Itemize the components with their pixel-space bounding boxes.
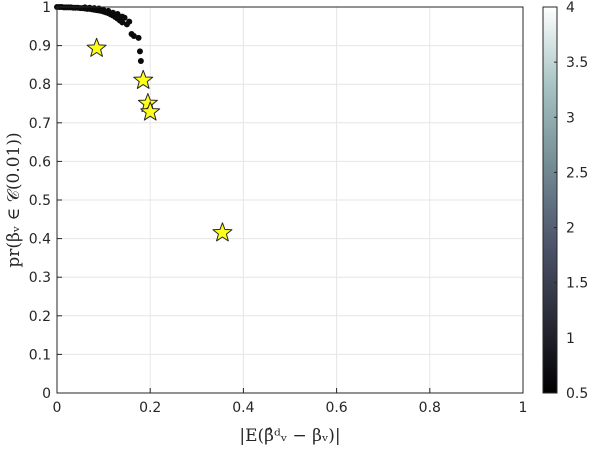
x-axis-ticks: 0 0.2 0.4 0.6 0.8 1 (53, 388, 528, 416)
x-tick-label: 0 (53, 400, 62, 416)
colorbar-tick-label: 3.5 (566, 55, 588, 71)
y-tick-label: 0.5 (29, 193, 51, 209)
x-tick-label: 0.6 (325, 400, 347, 416)
data-point-dot (137, 58, 144, 65)
data-point-dot (126, 18, 133, 25)
y-axis-label: pr(βᵥ ∈ 𝒞(0.01)) (4, 132, 24, 267)
data-point-dot (119, 19, 126, 26)
y-tick-label: 1 (42, 0, 51, 16)
colorbar-tick-label: 4 (566, 0, 575, 16)
y-tick-label: 0.2 (29, 309, 51, 325)
data-point-dot (130, 32, 137, 39)
y-tick-label: 0.1 (29, 347, 51, 363)
colorbar-tick-label: 2.5 (566, 165, 588, 181)
x-axis-label: |E(β̂ᵈᵥ − βᵥ)| (239, 426, 340, 446)
data-point-star (212, 222, 233, 242)
data-point-dot (136, 48, 143, 55)
colorbar-gradient (542, 6, 558, 394)
x-tick-label: 0.8 (419, 400, 441, 416)
y-tick-label: 0.4 (29, 232, 51, 248)
data-point-star (133, 69, 154, 89)
data-point-dot (105, 7, 112, 14)
x-tick-label: 0.4 (232, 400, 254, 416)
y-tick-label: 0 (42, 386, 51, 402)
colorbar-tick-label: 2 (566, 221, 575, 237)
y-axis-label-group: pr(βᵥ ∈ 𝒞(0.01)) (4, 132, 24, 267)
data-point-dot (86, 4, 93, 11)
x-axis-label-group: |E(β̂ᵈᵥ − βᵥ)| (239, 426, 340, 446)
colorbar-tick-label: 0.5 (566, 386, 588, 402)
colorbar: 0.5 1 1.5 2 2.5 3 3.5 4 (542, 0, 588, 402)
grid (57, 7, 523, 393)
y-tick-label: 0.9 (29, 39, 51, 55)
data-point-dot (114, 10, 121, 17)
data-point-dot (119, 13, 126, 20)
y-tick-label: 0.8 (29, 77, 51, 93)
y-axis-ticks: 0 0.1 0.2 0.3 0.4 0.5 0.6 0.7 0.8 0.9 1 (29, 0, 62, 402)
x-tick-label: 1 (519, 400, 528, 416)
colorbar-tick-label: 1 (566, 331, 575, 347)
data-point-dot (95, 5, 102, 12)
data-point-dot (135, 34, 142, 41)
colorbar-ticks: 0.5 1 1.5 2 2.5 3 3.5 4 (554, 0, 588, 402)
x-tick-label: 0.2 (139, 400, 161, 416)
data-point-dot (109, 9, 116, 16)
data-point-star (86, 37, 107, 57)
y-tick-label: 0.6 (29, 154, 51, 170)
colorbar-tick-label: 1.5 (566, 276, 588, 292)
y-tick-label: 0.7 (29, 116, 51, 132)
data-point-star (140, 101, 161, 121)
y-tick-label: 0.3 (29, 270, 51, 286)
colorbar-tick-label: 3 (566, 110, 575, 126)
data-point-dot (100, 7, 107, 14)
